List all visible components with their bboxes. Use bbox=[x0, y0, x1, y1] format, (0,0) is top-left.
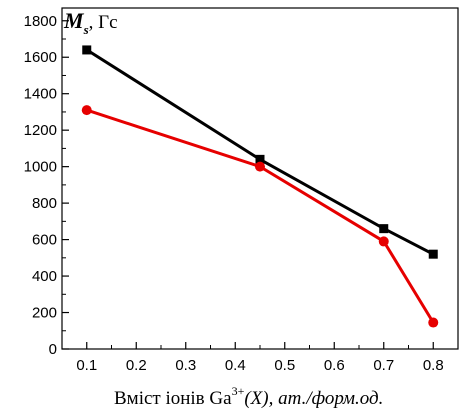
x-tick-label: 0.6 bbox=[324, 357, 345, 374]
x-axis-label-prefix: Вміст іонів Ga bbox=[114, 388, 232, 409]
y-tick-label: 1600 bbox=[24, 49, 57, 66]
series-1-point bbox=[428, 249, 438, 259]
y-tick-label: 1400 bbox=[24, 86, 57, 103]
x-tick-label: 0.1 bbox=[76, 357, 97, 374]
x-axis-label-superscript: 3+ bbox=[232, 384, 245, 398]
plot-frame bbox=[61, 7, 459, 350]
x-tick-label: 0.7 bbox=[373, 357, 394, 374]
y-tick-label: 1000 bbox=[24, 159, 57, 176]
y-tick-label: 600 bbox=[32, 232, 57, 249]
plot-axes bbox=[61, 7, 459, 350]
series-1-point bbox=[255, 154, 265, 164]
series-2-point bbox=[378, 236, 389, 247]
series-2-line bbox=[86, 108, 435, 324]
x-tick-label: 0.8 bbox=[423, 357, 444, 374]
series-2-point bbox=[428, 317, 439, 328]
y-axis-symbol: M bbox=[63, 8, 85, 33]
series-1-line bbox=[85, 48, 434, 256]
x-axis-label: Вміст іонів Ga3+(X), ат./форм.од. bbox=[114, 384, 383, 409]
x-tick-label: 0.2 bbox=[126, 357, 147, 374]
series-2-point bbox=[255, 161, 265, 172]
x-axis-label-units: ат./форм.од. bbox=[278, 388, 383, 409]
series-1-point bbox=[379, 224, 389, 234]
y-axis-subscript: s bbox=[83, 22, 89, 37]
series-1-point bbox=[82, 45, 92, 55]
y-tick-label: 800 bbox=[32, 195, 57, 212]
y-tick-label: 1200 bbox=[24, 122, 57, 139]
y-axis-unit: , Гс bbox=[89, 12, 118, 33]
series-2-point bbox=[81, 105, 92, 116]
y-tick-label: 1800 bbox=[24, 13, 57, 30]
y-tick-label: 0 bbox=[49, 341, 57, 358]
y-tick-label: 200 bbox=[32, 305, 57, 322]
series-layer bbox=[81, 45, 439, 328]
y-axis-label: Ms, Гс bbox=[63, 8, 118, 37]
y-tick-label: 400 bbox=[32, 268, 57, 285]
x-tick-label: 0.3 bbox=[175, 357, 196, 374]
x-tick-label: 0.4 bbox=[225, 357, 246, 374]
axis-ticks: 0 200 400 600 800 1000 1200 1400 1600 1800 0.1 0.2 0… bbox=[24, 13, 444, 374]
x-tick-label: 0.5 bbox=[274, 357, 295, 374]
x-axis-label-middle: (X), bbox=[244, 388, 278, 409]
